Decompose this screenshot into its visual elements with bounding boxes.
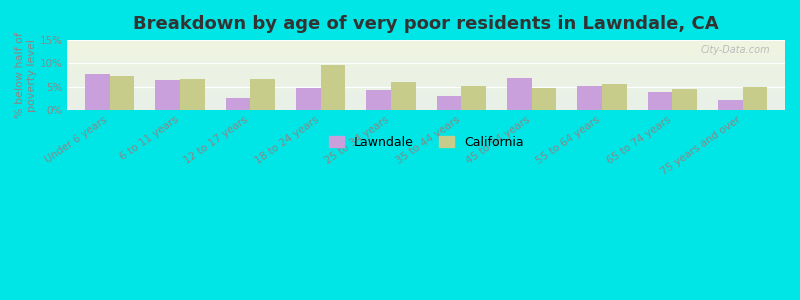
Bar	[673, 89, 697, 110]
Bar	[85, 74, 110, 110]
Bar	[250, 79, 275, 110]
Y-axis label: % below half of
poverty level: % below half of poverty level	[15, 32, 37, 118]
Bar	[437, 96, 462, 110]
Bar	[648, 92, 673, 110]
Bar	[321, 65, 346, 110]
Bar	[718, 100, 742, 110]
Bar	[366, 90, 391, 110]
Bar	[742, 87, 767, 110]
Bar	[602, 84, 626, 110]
Bar	[110, 76, 134, 110]
Title: Breakdown by age of very poor residents in Lawndale, CA: Breakdown by age of very poor residents …	[134, 15, 719, 33]
Bar	[391, 82, 416, 110]
Bar	[507, 78, 532, 110]
Bar	[296, 88, 321, 110]
Bar	[462, 86, 486, 110]
Text: City-Data.com: City-Data.com	[701, 45, 770, 55]
Bar	[155, 80, 180, 110]
Legend: Lawndale, California: Lawndale, California	[324, 131, 529, 154]
Bar	[226, 98, 250, 110]
Bar	[180, 79, 205, 110]
Bar	[578, 86, 602, 110]
Bar	[532, 88, 556, 110]
